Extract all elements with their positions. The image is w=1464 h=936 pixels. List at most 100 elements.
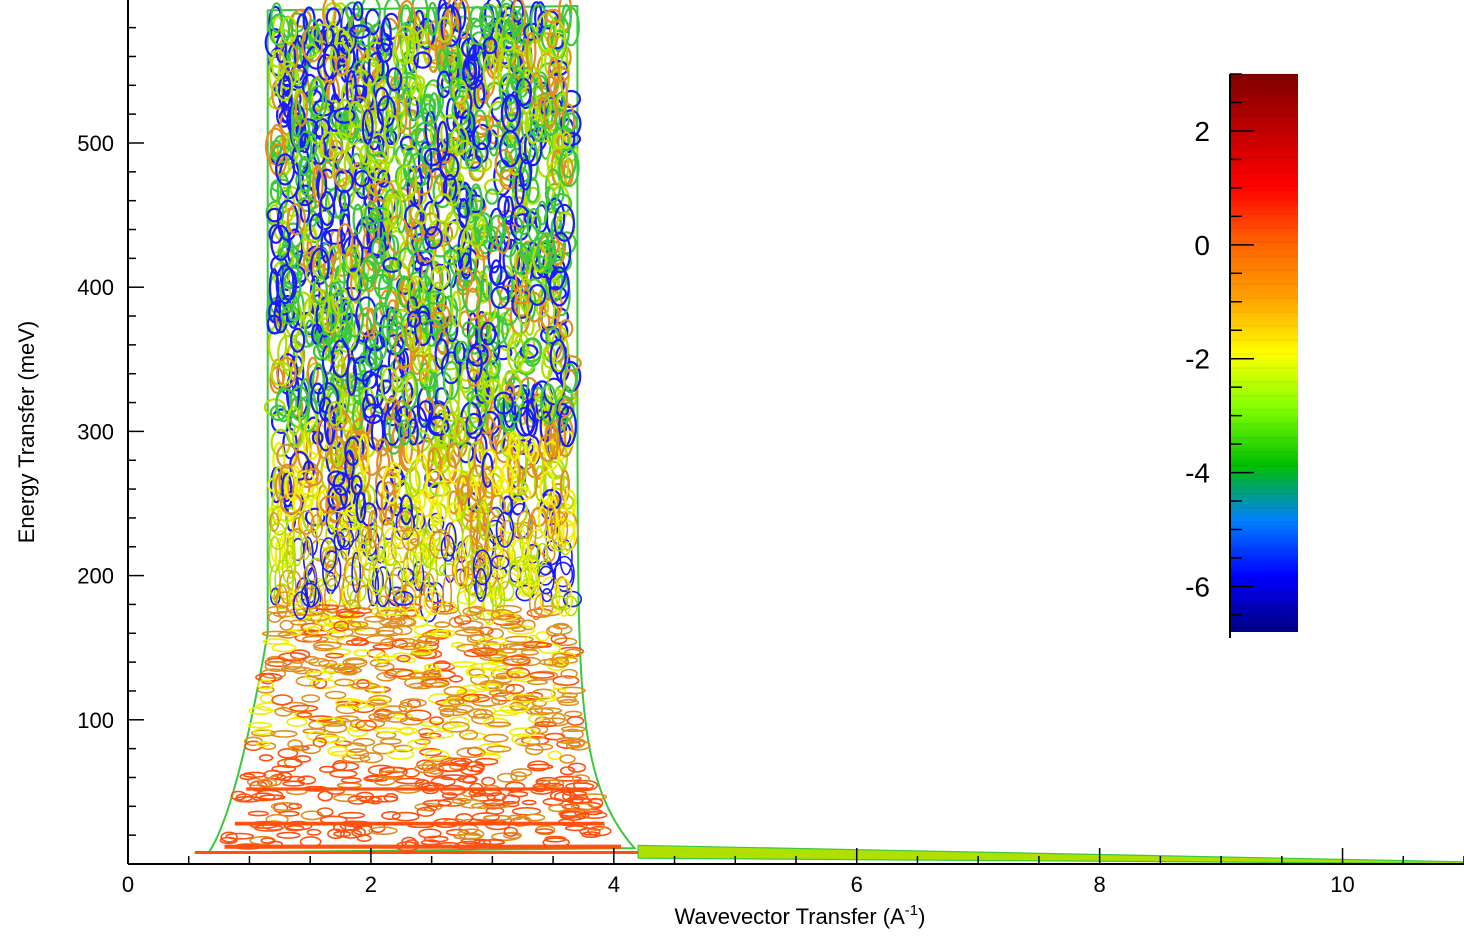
contour-line bbox=[482, 838, 505, 846]
contour-line bbox=[564, 489, 577, 515]
contour-line bbox=[324, 545, 340, 562]
contour-line bbox=[499, 463, 514, 494]
contour-line bbox=[551, 712, 566, 725]
contour-line bbox=[519, 277, 533, 314]
contour-line bbox=[367, 510, 378, 549]
contour-line bbox=[434, 621, 450, 628]
contour-line bbox=[443, 9, 454, 46]
y-tick-label: 300 bbox=[77, 419, 114, 444]
contour-line bbox=[438, 704, 459, 713]
contour-line bbox=[302, 251, 315, 273]
contour-line bbox=[386, 194, 404, 230]
contour-line bbox=[500, 519, 517, 543]
contour-line bbox=[250, 792, 276, 802]
contour-line bbox=[490, 285, 510, 309]
contour-line bbox=[307, 19, 320, 41]
contour-line bbox=[268, 224, 284, 244]
contour-line bbox=[496, 772, 518, 783]
y-axis-label: Energy Transfer (meV) bbox=[14, 321, 39, 544]
contour-line bbox=[352, 1, 364, 22]
contour-line bbox=[397, 419, 412, 446]
contour-line bbox=[483, 22, 500, 50]
contour-line bbox=[551, 651, 576, 660]
contour-line bbox=[406, 739, 428, 750]
contour-line bbox=[549, 338, 567, 375]
contour-line bbox=[559, 754, 576, 764]
contour-line bbox=[281, 472, 293, 503]
contour-line bbox=[491, 32, 504, 62]
contour-line bbox=[478, 114, 495, 131]
contour-line bbox=[448, 501, 461, 522]
contour-line bbox=[342, 657, 368, 669]
contour-line bbox=[392, 652, 411, 659]
contour-line bbox=[427, 730, 455, 739]
contour-line bbox=[505, 683, 525, 695]
contour-line bbox=[337, 610, 366, 618]
contour-line bbox=[256, 685, 275, 694]
contour-line bbox=[456, 643, 480, 653]
contour-line bbox=[317, 330, 332, 360]
contour-line bbox=[314, 604, 340, 611]
contour-line bbox=[444, 523, 456, 555]
contour-line bbox=[352, 203, 364, 235]
contour-line bbox=[539, 470, 556, 506]
contour-line bbox=[467, 325, 482, 355]
contour-line bbox=[512, 695, 540, 702]
contour-line bbox=[400, 580, 422, 618]
contour-line bbox=[426, 167, 448, 205]
contour-line bbox=[399, 717, 423, 726]
contour-line bbox=[270, 801, 300, 811]
contour-line bbox=[383, 541, 397, 567]
contour-line bbox=[268, 13, 291, 46]
contour-line bbox=[280, 492, 303, 515]
contour-line bbox=[506, 667, 530, 679]
contour-line bbox=[329, 351, 345, 368]
contour-line bbox=[430, 281, 446, 322]
contour-line bbox=[306, 626, 321, 635]
contour-line bbox=[511, 0, 527, 35]
contour-line bbox=[437, 763, 468, 772]
contour-line bbox=[292, 591, 309, 620]
y-tick-label: 100 bbox=[77, 708, 114, 733]
contour-line bbox=[349, 24, 371, 39]
contour-line bbox=[478, 498, 490, 541]
contour-line bbox=[395, 507, 415, 541]
contour-line bbox=[490, 259, 503, 287]
contour-line bbox=[271, 694, 294, 706]
contour-line bbox=[264, 127, 286, 166]
contour-line bbox=[386, 749, 415, 760]
contour-line bbox=[327, 400, 343, 427]
contour-line bbox=[449, 77, 462, 101]
contour-line bbox=[547, 623, 573, 636]
contour-line bbox=[534, 707, 563, 714]
contour-line bbox=[437, 798, 467, 807]
contour-line bbox=[431, 513, 443, 553]
contour-line bbox=[276, 172, 290, 209]
contour-line bbox=[455, 340, 469, 363]
contour-line bbox=[334, 678, 355, 687]
contour-line bbox=[396, 276, 413, 295]
contour-line bbox=[416, 806, 436, 818]
contour-line bbox=[325, 7, 341, 28]
contour-line bbox=[364, 202, 379, 226]
contour-line bbox=[414, 310, 433, 347]
contour-line bbox=[375, 546, 387, 564]
contour-line bbox=[323, 228, 346, 245]
contour-line bbox=[481, 265, 492, 301]
contour-line bbox=[558, 147, 580, 188]
contour-line bbox=[452, 78, 468, 104]
contour-line bbox=[525, 743, 554, 751]
contour-line bbox=[526, 679, 548, 686]
contour-line bbox=[485, 188, 499, 205]
contour-line bbox=[407, 275, 425, 309]
contour-line bbox=[547, 750, 562, 761]
contour-line bbox=[317, 790, 334, 802]
contour-line bbox=[306, 828, 322, 836]
contour-line bbox=[401, 526, 419, 551]
contour-line bbox=[475, 567, 488, 602]
contour-line bbox=[473, 708, 494, 719]
contour-line bbox=[311, 363, 325, 405]
contour-line bbox=[527, 442, 540, 465]
contour-line bbox=[348, 100, 364, 129]
contour-region bbox=[194, 0, 1464, 865]
